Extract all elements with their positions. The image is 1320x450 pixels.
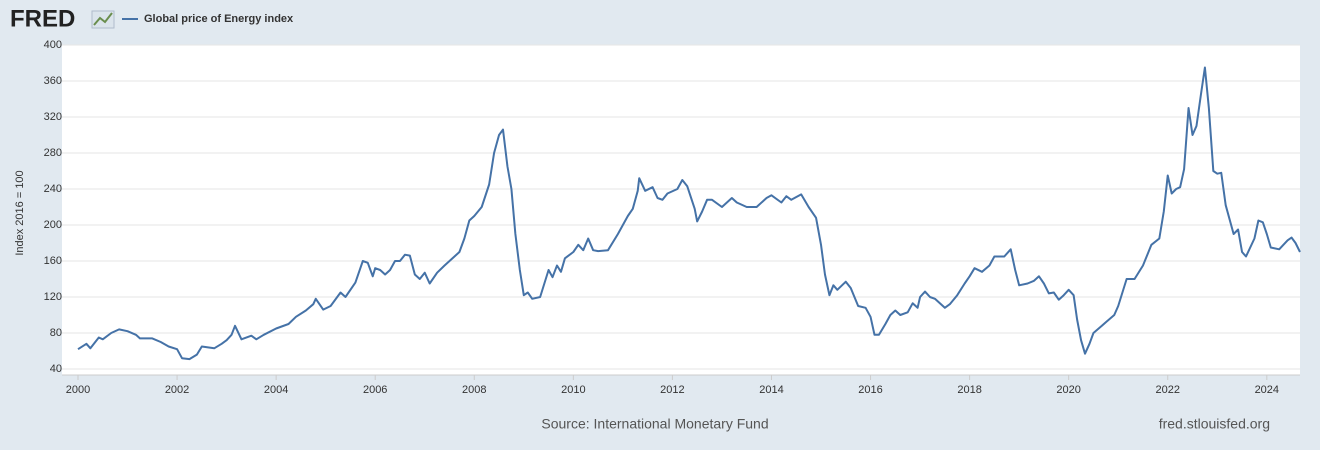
logo: FRED [10, 5, 75, 32]
x-tick-label: 2006 [363, 384, 387, 396]
y-tick-label: 120 [44, 291, 62, 303]
y-tick-label: 80 [50, 327, 62, 339]
x-tick-label: 2012 [660, 384, 684, 396]
x-tick-label: 2016 [858, 384, 882, 396]
x-tick-label: 2008 [462, 384, 486, 396]
x-tick-label: 2014 [759, 384, 783, 396]
y-tick-label: 320 [44, 111, 62, 123]
y-tick-label: 160 [44, 255, 62, 267]
y-tick-label: 200 [44, 219, 62, 231]
y-axis-label: Index 2016 = 100 [14, 170, 26, 255]
plot-area [62, 45, 1300, 375]
y-tick-label: 360 [44, 75, 62, 87]
series-line [77, 66, 1301, 361]
x-tick-label: 2004 [264, 384, 288, 396]
y-tick-label: 400 [44, 39, 62, 51]
site: fred.stlouisfed.org [1159, 416, 1270, 432]
x-tick-label: 2010 [561, 384, 585, 396]
y-tick-label: 280 [44, 147, 62, 159]
x-tick-label: 2022 [1156, 384, 1180, 396]
y-tick-label: 240 [44, 183, 62, 195]
x-tick-label: 2020 [1056, 384, 1080, 396]
x-tick-label: 2000 [66, 384, 90, 396]
source: Source: International Monetary Fund [541, 416, 768, 432]
legend-label: Global price of Energy index [144, 13, 294, 25]
x-tick-label: 2002 [165, 384, 189, 396]
x-tick-label: 2018 [957, 384, 981, 396]
x-tick-label: 2024 [1255, 384, 1279, 396]
y-tick-label: 40 [50, 363, 62, 375]
logo-icon-line [93, 12, 113, 26]
